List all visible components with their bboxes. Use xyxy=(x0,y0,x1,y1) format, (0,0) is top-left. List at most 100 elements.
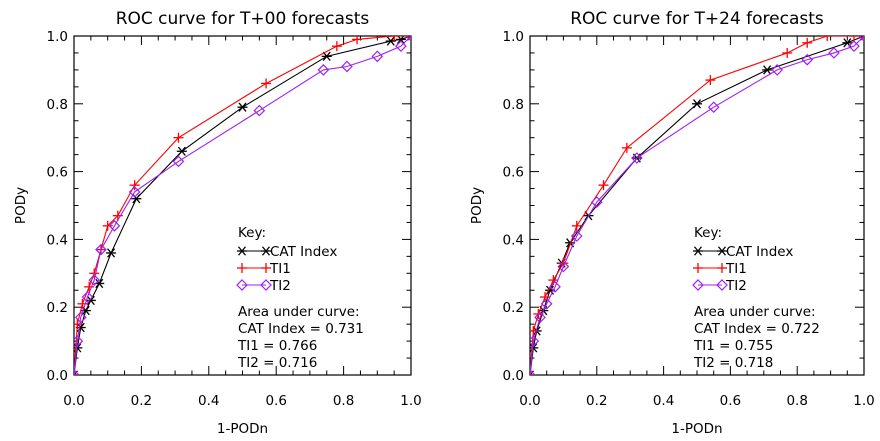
data-point-plus xyxy=(352,36,363,45)
legend-marker xyxy=(693,263,703,273)
legend-marker xyxy=(692,279,704,291)
roc-panel-0: ROC curve for T+00 forecasts 0.0 0.2 0.4 0.6… xyxy=(13,9,422,437)
legend-marker xyxy=(716,279,728,291)
data-point-plus xyxy=(102,220,113,231)
data-point-plus xyxy=(74,319,83,330)
data-point-asterisk xyxy=(530,343,539,353)
data-point-diamond xyxy=(371,50,384,63)
roc-panel-1: ROC curve for T+24 forecasts 0.0 0.2 0.4 0.6… xyxy=(469,9,875,437)
data-point-diamond xyxy=(530,335,540,347)
legend-label: CAT Index xyxy=(270,244,337,260)
data-point-diamond xyxy=(534,311,546,324)
auc-value: TI1 = 0.755 xyxy=(693,338,773,354)
data-point-diamond xyxy=(801,53,814,66)
x-tick-label: 1.0 xyxy=(853,393,874,409)
y-tick-label: 0.2 xyxy=(503,300,524,316)
x-tick-label: 0.4 xyxy=(198,393,219,409)
data-point-diamond xyxy=(341,60,353,73)
data-point-diamond xyxy=(95,243,107,256)
data-point-diamond xyxy=(74,311,87,324)
data-point-diamond xyxy=(549,281,561,293)
x-axis-label: 1-PODn xyxy=(671,421,722,437)
data-point-diamond xyxy=(88,274,101,286)
auc-value: TI1 = 0.766 xyxy=(237,338,317,354)
legend-label: CAT Index xyxy=(726,244,793,260)
data-point-diamond xyxy=(253,104,266,117)
data-point-asterisk xyxy=(176,146,187,156)
x-tick-label: 0.0 xyxy=(519,393,540,409)
data-point-plus xyxy=(331,41,342,52)
x-tick-label: 0.8 xyxy=(786,393,807,409)
data-point-diamond xyxy=(540,297,553,310)
data-point-diamond xyxy=(317,64,330,76)
y-tick-label: 0.8 xyxy=(503,97,524,113)
x-axis-label: 1-PODn xyxy=(217,421,268,437)
data-point-plus xyxy=(782,47,793,58)
data-point-asterisk xyxy=(106,248,117,258)
chart-title: ROC curve for T+00 forecasts xyxy=(116,9,370,29)
legend-marker xyxy=(237,263,247,273)
data-point-plus xyxy=(705,75,716,86)
legend-marker xyxy=(261,263,271,273)
data-point-asterisk xyxy=(385,36,396,46)
legend-marker xyxy=(236,279,248,291)
x-tick-label: 0.4 xyxy=(653,393,674,409)
data-point-asterisk xyxy=(321,51,332,62)
data-point-diamond xyxy=(570,230,583,242)
x-tick-label: 0.2 xyxy=(586,393,607,409)
data-point-plus xyxy=(571,220,582,231)
data-point-plus xyxy=(84,281,95,292)
x-tick-label: 0.2 xyxy=(131,393,152,409)
data-point-diamond xyxy=(128,186,141,198)
auc-value: TI2 = 0.718 xyxy=(693,355,773,371)
data-point-diamond xyxy=(828,47,840,59)
data-point-diamond xyxy=(74,335,84,347)
y-tick-label: 1.0 xyxy=(47,29,68,45)
auc-value: CAT Index = 0.722 xyxy=(694,321,820,337)
auc-value: CAT Index = 0.731 xyxy=(238,321,364,337)
legend-marker xyxy=(237,246,247,256)
y-tick-label: 0.8 xyxy=(47,97,68,113)
auc-value: TI2 = 0.716 xyxy=(237,355,317,371)
y-tick-label: 0.6 xyxy=(47,165,68,181)
legend-title: Key: xyxy=(238,225,266,241)
data-point-diamond xyxy=(557,260,570,273)
data-point-asterisk xyxy=(74,343,83,353)
series-group xyxy=(530,36,864,375)
data-point-asterisk xyxy=(85,295,96,306)
legend-marker xyxy=(261,246,271,256)
data-point-plus xyxy=(389,36,400,41)
legend-label: TI1 xyxy=(725,261,747,277)
data-point-diamond xyxy=(848,40,860,53)
data-point-plus xyxy=(261,78,272,89)
data-point-asterisk xyxy=(692,99,702,109)
y-tick-label: 0.0 xyxy=(47,368,68,384)
legend-label: TI2 xyxy=(269,278,291,294)
data-point-diamond xyxy=(631,152,643,164)
y-tick-label: 0.4 xyxy=(503,232,524,248)
y-axis-label: PODy xyxy=(13,187,29,224)
series-group xyxy=(74,36,411,375)
x-tick-label: 0.6 xyxy=(265,393,286,409)
data-point-diamond xyxy=(108,219,121,232)
data-point-asterisk xyxy=(762,65,773,75)
y-tick-label: 1.0 xyxy=(503,29,524,45)
data-point-diamond xyxy=(74,369,80,375)
data-point-plus xyxy=(89,268,100,279)
legend-marker xyxy=(717,263,727,273)
legend-marker xyxy=(693,246,703,256)
x-tick-label: 0.8 xyxy=(333,393,354,409)
legend-title: Key: xyxy=(694,225,722,241)
legend-marker xyxy=(717,246,727,256)
x-tick-label: 0.6 xyxy=(720,393,741,409)
data-point-diamond xyxy=(771,64,784,76)
data-point-diamond xyxy=(530,369,536,375)
data-point-diamond xyxy=(172,155,185,168)
y-tick-label: 0.4 xyxy=(47,232,68,248)
series-line-ti2 xyxy=(74,36,411,375)
data-point-plus xyxy=(598,180,609,191)
series-line-ti2 xyxy=(530,36,864,375)
legend-label: TI1 xyxy=(269,261,291,277)
data-point-plus xyxy=(129,180,140,191)
